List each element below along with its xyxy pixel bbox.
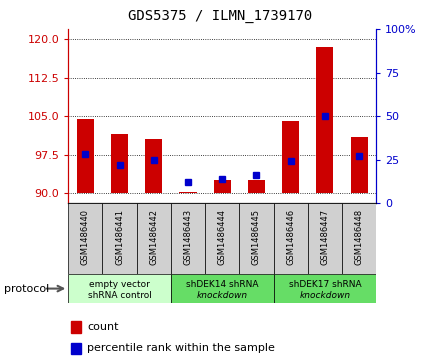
Bar	[282, 121, 299, 193]
Text: empty vector: empty vector	[89, 280, 150, 289]
Bar	[274, 274, 376, 303]
Bar	[171, 203, 205, 274]
Bar	[205, 203, 239, 274]
Bar	[342, 203, 376, 274]
Bar	[239, 203, 274, 274]
Bar	[111, 134, 128, 193]
Bar	[180, 192, 197, 193]
Bar	[351, 136, 368, 193]
Bar	[316, 47, 334, 193]
Bar	[103, 203, 137, 274]
Text: knockdown: knockdown	[197, 291, 248, 300]
Text: GSM1486443: GSM1486443	[183, 209, 192, 265]
Text: GDS5375 / ILMN_1739170: GDS5375 / ILMN_1739170	[128, 9, 312, 23]
Text: GSM1486441: GSM1486441	[115, 209, 124, 265]
Text: GSM1486447: GSM1486447	[320, 209, 330, 265]
Text: knockdown: knockdown	[299, 291, 350, 300]
Bar	[308, 203, 342, 274]
Bar	[71, 343, 81, 354]
Bar	[145, 139, 162, 193]
Text: GSM1486448: GSM1486448	[355, 209, 363, 265]
Text: shDEK14 shRNA: shDEK14 shRNA	[186, 280, 258, 289]
Bar	[68, 203, 103, 274]
Text: GSM1486446: GSM1486446	[286, 209, 295, 265]
Bar	[71, 321, 81, 333]
Text: protocol: protocol	[4, 284, 50, 294]
Text: GSM1486444: GSM1486444	[218, 209, 227, 265]
Bar	[248, 180, 265, 193]
Text: GSM1486442: GSM1486442	[149, 209, 158, 265]
Bar	[77, 119, 94, 193]
Bar	[171, 274, 274, 303]
Bar	[137, 203, 171, 274]
Text: shDEK17 shRNA: shDEK17 shRNA	[289, 280, 361, 289]
Bar	[68, 274, 171, 303]
Text: GSM1486440: GSM1486440	[81, 209, 90, 265]
Text: count: count	[87, 322, 119, 332]
Text: percentile rank within the sample: percentile rank within the sample	[87, 343, 275, 353]
Text: GSM1486445: GSM1486445	[252, 209, 261, 265]
Bar	[274, 203, 308, 274]
Bar	[214, 180, 231, 193]
Text: shRNA control: shRNA control	[88, 291, 151, 300]
